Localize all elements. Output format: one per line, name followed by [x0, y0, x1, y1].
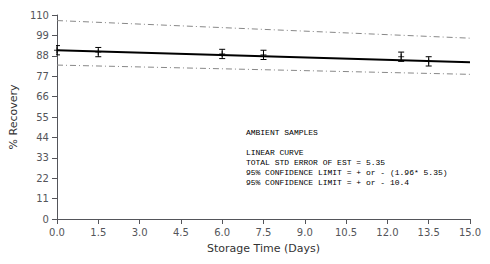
svg-text:1.5: 1.5 [90, 227, 106, 238]
svg-text:3.0: 3.0 [132, 227, 148, 238]
svg-text:99: 99 [36, 30, 49, 41]
svg-text:6.0: 6.0 [214, 227, 230, 238]
svg-text:% Recovery: % Recovery [7, 84, 20, 149]
svg-text:88: 88 [36, 50, 49, 61]
svg-text:TOTAL STD ERROR OF EST = 5.35: TOTAL STD ERROR OF EST = 5.35 [246, 158, 385, 167]
svg-text:44: 44 [36, 132, 49, 143]
svg-text:15.0: 15.0 [459, 227, 481, 238]
svg-text:22: 22 [36, 173, 49, 184]
svg-text:AMBIENT SAMPLES: AMBIENT SAMPLES [246, 128, 318, 137]
svg-text:11: 11 [36, 193, 49, 204]
svg-text:0.0: 0.0 [49, 227, 65, 238]
svg-text:7.5: 7.5 [256, 227, 272, 238]
svg-text:10.5: 10.5 [335, 227, 357, 238]
svg-text:110: 110 [30, 10, 49, 21]
svg-text:LINEAR CURVE: LINEAR CURVE [246, 148, 304, 157]
svg-text:55: 55 [36, 112, 49, 123]
svg-text:Storage Time (Days): Storage Time (Days) [207, 242, 320, 255]
svg-text:9.0: 9.0 [297, 227, 313, 238]
svg-text:13.5: 13.5 [418, 227, 440, 238]
svg-text:4.5: 4.5 [173, 227, 189, 238]
svg-text:0: 0 [43, 214, 49, 225]
svg-text:12.0: 12.0 [376, 227, 398, 238]
svg-text:95% CONFIDENCE LIMIT = + or -: 95% CONFIDENCE LIMIT = + or - (1.96* 5.3… [246, 168, 448, 177]
svg-text:33: 33 [36, 152, 49, 163]
svg-text:66: 66 [36, 91, 49, 102]
svg-text:77: 77 [36, 71, 49, 82]
svg-text:95% CONFIDENCE LIMIT = + or -: 95% CONFIDENCE LIMIT = + or - 10.4 [246, 178, 409, 187]
